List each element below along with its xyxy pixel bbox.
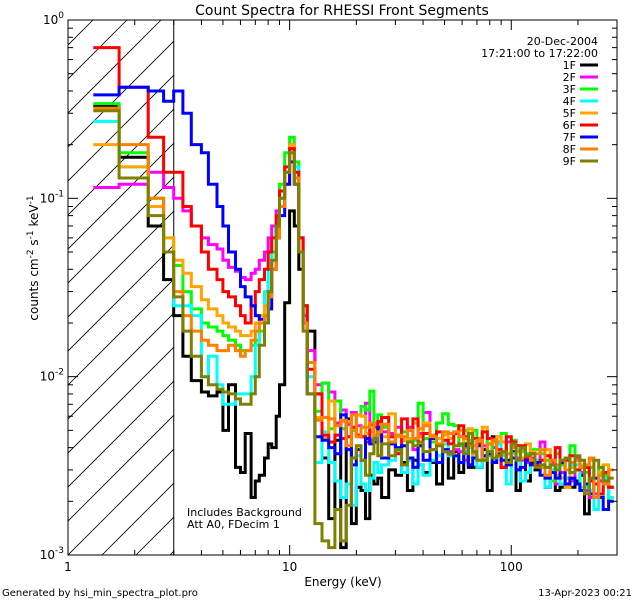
legend-label-8f: 8F bbox=[563, 143, 576, 156]
legend-date: 20-Dec-2004 bbox=[527, 35, 598, 48]
x-tick-label: 10 bbox=[282, 560, 297, 574]
legend-label-2f: 2F bbox=[563, 71, 576, 84]
plot-frame bbox=[67, 19, 618, 556]
axes: 1 10 100 100 10-1 10-2 10-3 bbox=[40, 11, 618, 574]
x-tick-label: 100 bbox=[500, 560, 523, 574]
legend-label-4f: 4F bbox=[563, 95, 576, 108]
legend-label-7f: 7F bbox=[563, 131, 576, 144]
series-5f bbox=[93, 143, 614, 489]
x-axis-label: Energy (keV) bbox=[304, 575, 381, 589]
series-3f bbox=[93, 102, 614, 503]
legend-label-6f: 6F bbox=[563, 119, 576, 132]
series-layer bbox=[93, 46, 614, 550]
y-axis-label: counts cm-2 s-1 keV-1 bbox=[26, 195, 41, 320]
chart-title: Count Spectra for RHESSI Front Segments bbox=[195, 3, 489, 19]
series-7f bbox=[93, 85, 614, 511]
footer-generated-by: Generated by hsi_min_spectra_plot.pro bbox=[2, 588, 198, 599]
series-9f bbox=[93, 109, 614, 550]
y-tick-label: 10-3 bbox=[40, 546, 64, 562]
legend-label-3f: 3F bbox=[563, 83, 576, 96]
series-4f bbox=[93, 119, 614, 511]
legend-time-range: 17:21:00 to 17:22:00 bbox=[481, 47, 598, 60]
y-tick-label: 100 bbox=[43, 11, 64, 27]
series-6f bbox=[93, 46, 614, 496]
annotation-background: Includes Background bbox=[187, 506, 302, 519]
footer-timestamp: 13-Apr-2023 00:21 bbox=[538, 588, 632, 599]
legend-label-5f: 5F bbox=[563, 107, 576, 120]
legend-label-9f: 9F bbox=[563, 155, 576, 168]
y-tick-label: 10-1 bbox=[40, 189, 64, 205]
series-8f bbox=[93, 106, 614, 499]
x-tick-label: 1 bbox=[64, 560, 72, 574]
legend-label-1f: 1F bbox=[563, 59, 576, 72]
y-tick-label: 10-2 bbox=[40, 368, 64, 384]
series-2f bbox=[93, 143, 614, 499]
annotation-attenuator: Att A0, FDecim 1 bbox=[187, 518, 280, 531]
